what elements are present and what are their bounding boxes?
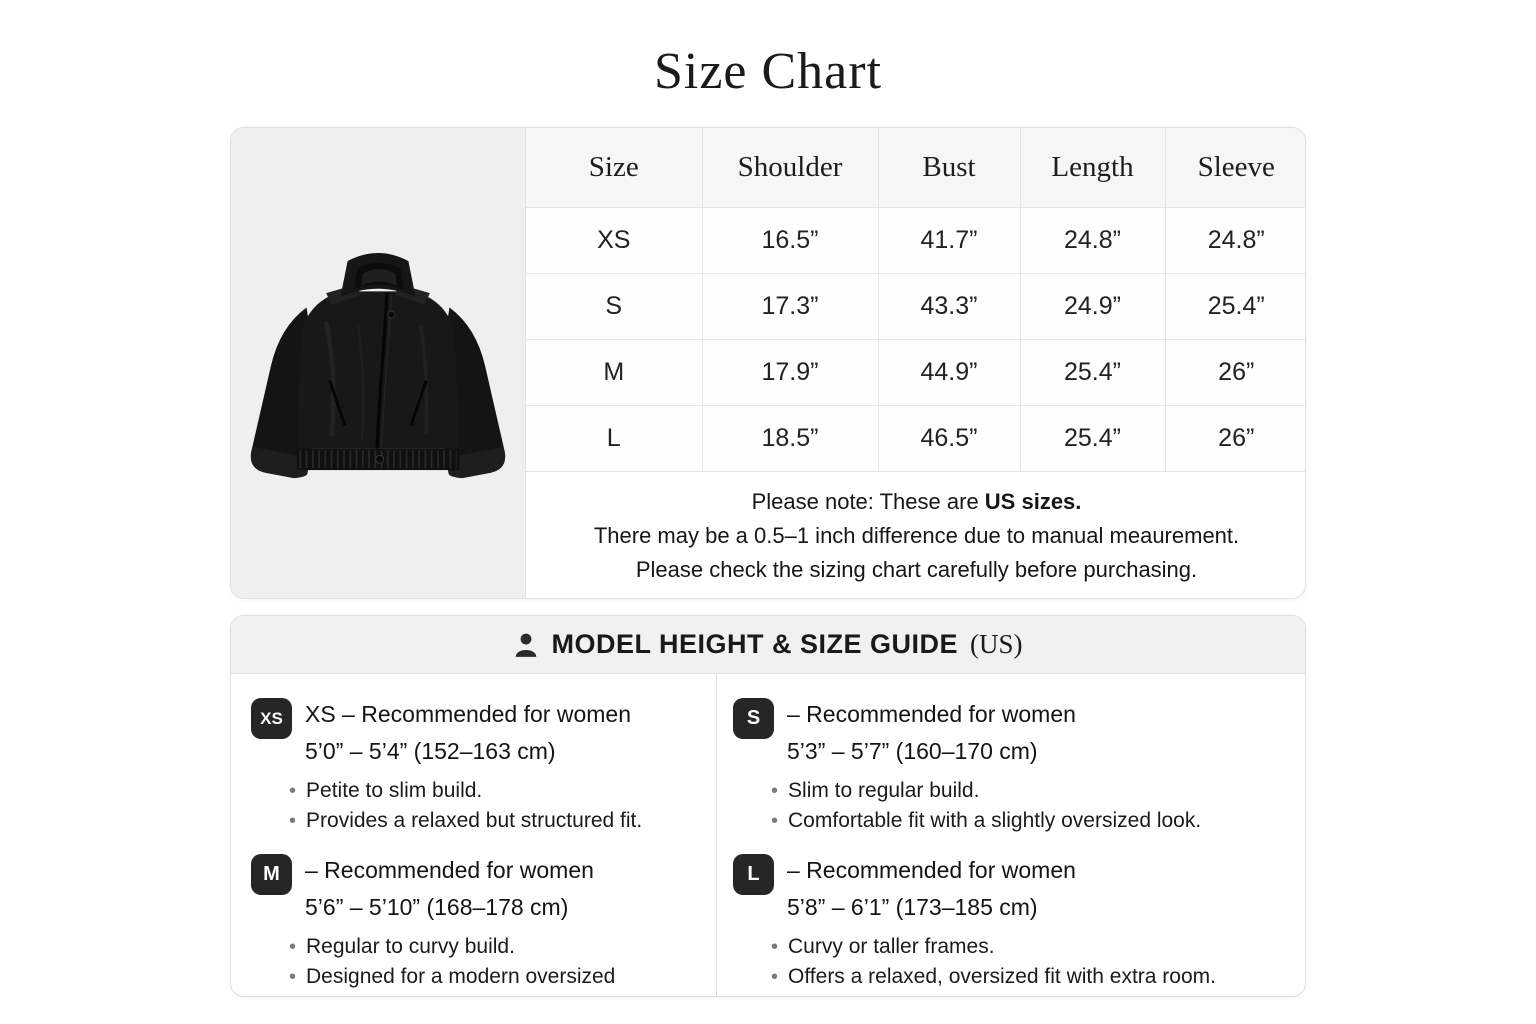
cell-value: 24.9” xyxy=(1019,272,1166,340)
cell-value: 25.4” xyxy=(1164,272,1305,340)
size-table-side: Size Shoulder Bust Length Sleeve XS 16.5… xyxy=(526,128,1305,599)
table-row-xs: XS 16.5” 41.7” 24.8” 24.8” xyxy=(526,206,1305,274)
bullet-dot-icon: • xyxy=(771,966,779,988)
bullet-list: • Slim to regular build. • Comfortable fit… xyxy=(733,776,1295,836)
l-badge: L xyxy=(733,854,774,895)
xs-badge: XS xyxy=(251,698,292,739)
section-heading: XS – Recommended for women 5’0” – 5’4” (… xyxy=(305,696,631,770)
cell-value: 18.5” xyxy=(701,404,879,472)
person-icon xyxy=(516,633,537,657)
col-header-bust: Bust xyxy=(877,128,1021,208)
heading-line-2: 5’6” – 5’10” (168–178 cm) xyxy=(305,894,569,920)
guide-section-l: L – Recommended for women 5’8” – 6’1” (1… xyxy=(733,852,1295,992)
cell-value: 16.5” xyxy=(701,206,879,274)
cell-value: 17.9” xyxy=(701,338,879,406)
table-row-l: L 18.5” 46.5” 25.4” 26” xyxy=(526,404,1305,472)
bullet-dot-icon: • xyxy=(289,966,297,988)
guide-title: MODEL HEIGHT & SIZE GUIDE xyxy=(551,629,959,659)
note-line-1: Please note: These are US sizes. xyxy=(751,488,1082,514)
cell-value: 46.5” xyxy=(877,404,1021,472)
guide-section-s: S – Recommended for women 5’3” – 5’7” (1… xyxy=(733,696,1295,836)
guide-section-xs: XS XS – Recommended for women 5’0” – 5’4… xyxy=(251,696,706,836)
cell-value: 24.8” xyxy=(1164,206,1305,274)
guide-header: MODEL HEIGHT & SIZE GUIDE (US) xyxy=(231,616,1305,674)
s-badge: S xyxy=(733,698,774,739)
heading-line-1: – Recommended for women xyxy=(787,857,1076,883)
col-header-shoulder: Shoulder xyxy=(701,128,879,208)
cell-value: 41.7” xyxy=(877,206,1021,274)
note-line-3: Please check the sizing chart carefully … xyxy=(635,556,1198,582)
list-item: • Provides a relaxed but structured fit. xyxy=(289,806,706,836)
note-line-2: There may be a 0.5–1 inch difference due… xyxy=(593,522,1240,548)
cell-value: 25.4” xyxy=(1019,404,1166,472)
guide-section-m: M – Recommended for women 5’6” – 5’10” (… xyxy=(251,852,706,996)
model-guide-card: MODEL HEIGHT & SIZE GUIDE (US) XS XS – R… xyxy=(230,615,1306,997)
m-badge: M xyxy=(251,854,292,895)
bullet-dot-icon: • xyxy=(771,780,779,802)
list-item: • Petite to slim build. xyxy=(289,776,706,806)
cell-value: 17.3” xyxy=(701,272,879,340)
col-header-size: Size xyxy=(526,128,703,208)
leather-jacket-image xyxy=(250,252,506,478)
cell-value: 24.8” xyxy=(1019,206,1166,274)
guide-column-left: XS XS – Recommended for women 5’0” – 5’4… xyxy=(231,674,716,996)
size-note: Please note: These are US sizes. There m… xyxy=(526,472,1305,599)
section-head: M – Recommended for women 5’6” – 5’10” (… xyxy=(251,852,706,926)
cell-value: 25.4” xyxy=(1019,338,1166,406)
cell-value: 26” xyxy=(1164,338,1305,406)
bullet-dot-icon: • xyxy=(289,810,297,832)
heading-line-1: – Recommended for women xyxy=(305,857,594,883)
table-row-m: M 17.9” 44.9” 25.4” 26” xyxy=(526,338,1305,406)
bullet-dot-icon: • xyxy=(289,780,297,802)
list-item: • Comfortable fit with a slightly oversiz… xyxy=(771,806,1295,836)
size-table-header-row: Size Shoulder Bust Length Sleeve xyxy=(526,128,1305,208)
bullet-list: • Curvy or taller frames. • Offers a relax… xyxy=(733,932,1295,992)
heading-line-1: – Recommended for women xyxy=(787,701,1076,727)
cell-value: 26” xyxy=(1164,404,1305,472)
list-item: • Curvy or taller frames. xyxy=(771,932,1295,962)
heading-line-2: 5’3” – 5’7” (160–170 cm) xyxy=(787,738,1038,764)
section-heading: – Recommended for women 5’3” – 5’7” (160… xyxy=(787,696,1076,770)
list-item: • Slim to regular build. xyxy=(771,776,1295,806)
bullet-dot-icon: • xyxy=(289,936,297,958)
list-item: • Offers a relaxed, oversized fit with ex… xyxy=(771,962,1295,992)
guide-column-right: S – Recommended for women 5’3” – 5’7” (1… xyxy=(716,674,1305,996)
guide-title-suffix: (US) xyxy=(970,629,1023,659)
col-header-length: Length xyxy=(1019,128,1166,208)
cell-size: XS xyxy=(526,206,703,274)
section-heading: – Recommended for women 5’8” – 6’1” (173… xyxy=(787,852,1076,926)
size-chart-card: Size Shoulder Bust Length Sleeve XS 16.5… xyxy=(230,127,1306,599)
cell-value: 43.3” xyxy=(877,272,1021,340)
guide-body: XS XS – Recommended for women 5’0” – 5’4… xyxy=(231,674,1305,996)
size-table: Size Shoulder Bust Length Sleeve XS 16.5… xyxy=(526,128,1305,472)
cell-value: 44.9” xyxy=(877,338,1021,406)
bullet-list: • Regular to curvy build. • Designed for a… xyxy=(251,932,706,996)
bullet-list: • Petite to slim build. • Provides a relax… xyxy=(251,776,706,836)
product-image-panel xyxy=(231,128,526,598)
section-heading: – Recommended for women 5’6” – 5’10” (16… xyxy=(305,852,594,926)
size-chart-page: Size Chart xyxy=(230,0,1306,997)
col-header-sleeve: Sleeve xyxy=(1164,128,1305,208)
heading-line-2: 5’8” – 6’1” (173–185 cm) xyxy=(787,894,1038,920)
section-head: S – Recommended for women 5’3” – 5’7” (1… xyxy=(733,696,1295,770)
list-item: •Designed for a modern oversized silhoue… xyxy=(289,962,706,996)
cell-size: S xyxy=(526,272,703,340)
bullet-dot-icon: • xyxy=(771,810,779,832)
cell-size: M xyxy=(526,338,703,406)
bullet-dot-icon: • xyxy=(771,936,779,958)
cell-size: L xyxy=(526,404,703,472)
table-row-s: S 17.3” 43.3” 24.9” 25.4” xyxy=(526,272,1305,340)
section-head: L – Recommended for women 5’8” – 6’1” (1… xyxy=(733,852,1295,926)
heading-line-1: XS – Recommended for women xyxy=(305,701,631,727)
list-item: • Regular to curvy build. xyxy=(289,932,706,962)
page-title: Size Chart xyxy=(653,43,883,100)
section-head: XS XS – Recommended for women 5’0” – 5’4… xyxy=(251,696,706,770)
heading-line-2: 5’0” – 5’4” (152–163 cm) xyxy=(305,738,556,764)
note-us-sizes: US sizes. xyxy=(984,488,1082,514)
